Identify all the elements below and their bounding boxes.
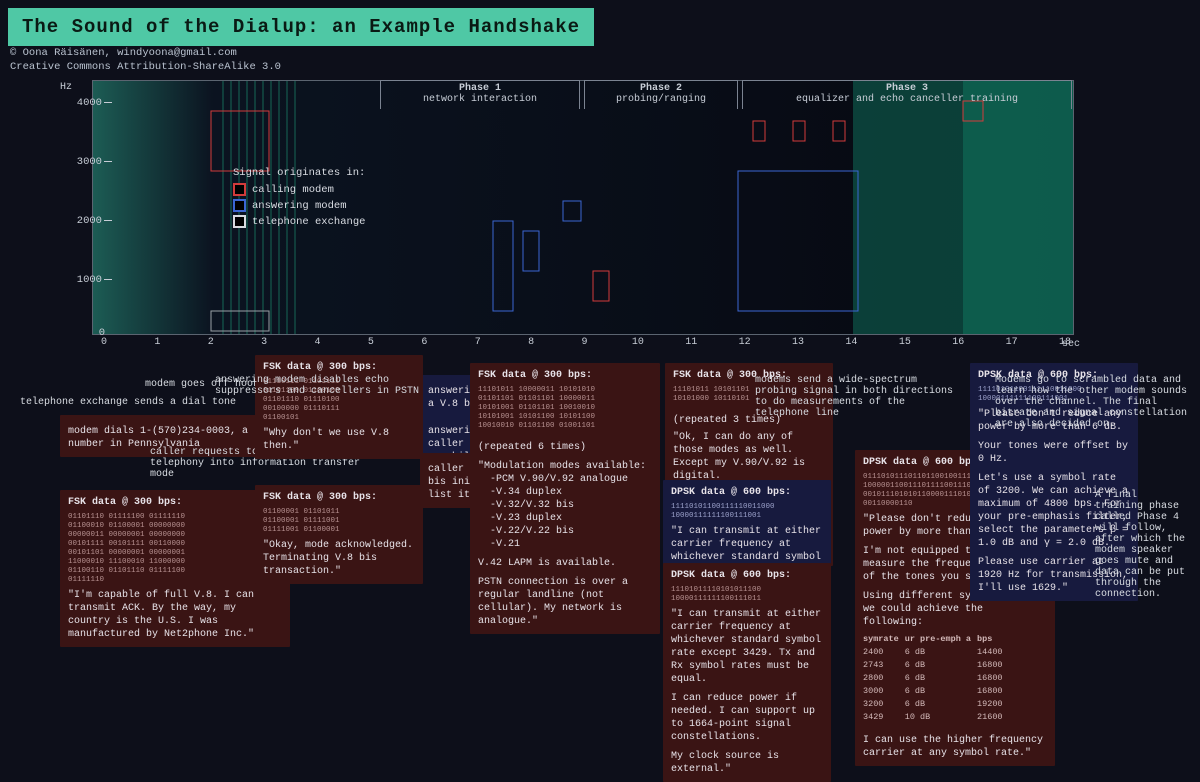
annotation-a16: DPSK data @ 600 bps: 11101011110101011100…	[663, 563, 831, 782]
x-tick-15: 15	[899, 337, 911, 348]
x-tick-7: 7	[475, 337, 481, 348]
y-tick-dash-4000	[104, 102, 112, 103]
annotation-a2: telephone exchange sends a dial tone	[20, 397, 250, 408]
annotation-a20: A final training phase called Phase 4 wi…	[1095, 490, 1190, 600]
x-tick-13: 13	[792, 337, 804, 348]
x-tick-1: 1	[154, 337, 160, 348]
y-tick-1000: 1000	[70, 274, 102, 286]
legend-title: Signal originates in:	[233, 167, 573, 179]
y-tick-3000: 3000	[70, 156, 102, 168]
phase-1-label: Phase 1 network interaction	[380, 80, 580, 109]
telephone-exchange-swatch	[233, 215, 246, 228]
legend-item-answering: answering modem	[233, 199, 573, 212]
annotation-a12: answering modem disables echo suppressor…	[215, 375, 435, 397]
x-tick-8: 8	[528, 337, 534, 348]
y-tick-4000: 4000	[70, 97, 102, 109]
x-tick-3: 3	[261, 337, 267, 348]
legend-item-calling: calling modem	[233, 183, 573, 196]
x-tick-6: 6	[421, 337, 427, 348]
x-tick-10: 10	[632, 337, 644, 348]
x-tick-17: 17	[1006, 337, 1018, 348]
x-tick-14: 14	[845, 337, 857, 348]
legend: Signal originates in: calling modem answ…	[233, 167, 573, 231]
y-tick-dash-1000	[104, 279, 112, 280]
x-tick-9: 9	[581, 337, 587, 348]
phase-brackets: Phase 1 network interaction Phase 2 prob…	[380, 80, 1074, 109]
annotation-a10: FSK data @ 300 bps: 01100001 01101011 0110…	[255, 485, 423, 584]
phase-3-label: Phase 3 equalizer and echo canceller tra…	[742, 80, 1072, 109]
attribution-text: © Oona Räisänen, windyoona@gmail.com Cre…	[10, 46, 281, 74]
annotation-a14: modems send a wide-spectrum probing sign…	[755, 375, 955, 419]
x-tick-16: 16	[952, 337, 964, 348]
x-tick-18: 18	[1059, 337, 1071, 348]
y-axis-unit-label: Hz	[60, 82, 72, 93]
annotation-a11: FSK data @ 300 bps: 11101011 10000011 101…	[470, 363, 660, 634]
x-tick-12: 12	[739, 337, 751, 348]
phase-2-label: Phase 2 probing/ranging	[584, 80, 738, 109]
y-tick-dash-2000	[104, 220, 112, 221]
annotation-a9: FSK data @ 300 bps: 01110111 01101111 0110…	[255, 355, 423, 459]
calling-modem-swatch	[233, 183, 246, 196]
x-tick-11: 11	[685, 337, 697, 348]
annotation-a19: Modems go to scrambled data and learn ho…	[995, 375, 1200, 430]
y-tick-2000: 2000	[70, 215, 102, 227]
page-title: The Sound of the Dialup: an Example Hand…	[8, 8, 594, 46]
x-tick-4: 4	[315, 337, 321, 348]
x-tick-0: 0	[101, 337, 107, 348]
y-tick-dash-3000	[104, 161, 112, 162]
legend-item-exchange: telephone exchange	[233, 215, 573, 228]
answering-modem-swatch	[233, 199, 246, 212]
x-tick-2: 2	[208, 337, 214, 348]
spectrogram-chart: Signal originates in: calling modem answ…	[92, 80, 1074, 335]
x-tick-5: 5	[368, 337, 374, 348]
